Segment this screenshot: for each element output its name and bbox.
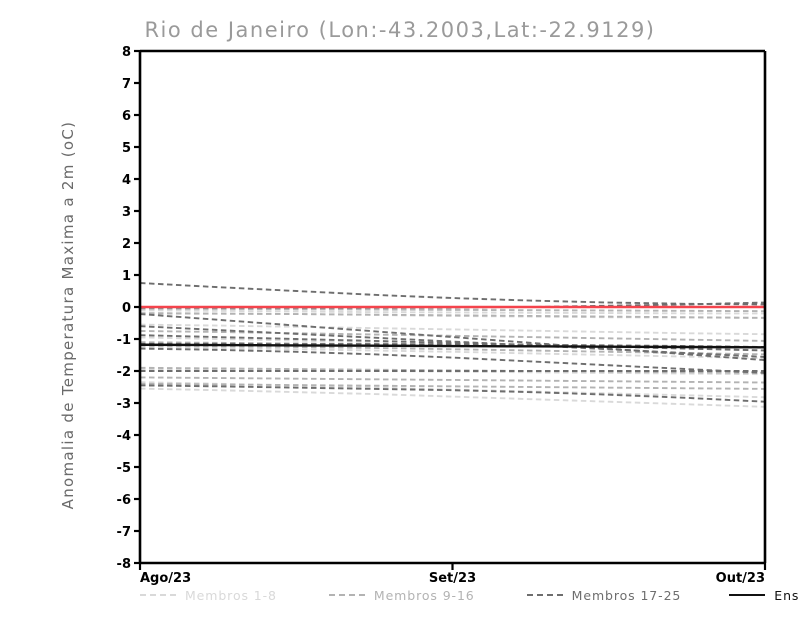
x-tick-label: Out/23: [716, 571, 765, 586]
legend-item: Ensemble Mean: [729, 588, 800, 603]
ensemble-mean-line: [139, 343, 766, 349]
y-tick-label: -1: [117, 333, 131, 348]
member-line: [139, 323, 766, 336]
member-line: [139, 366, 766, 374]
legend-item: Membros 1-8: [140, 588, 277, 603]
tick-label-layer: 8 7 6 5 4 3 2 1 0 -1 -2 -3 -4 -5 -6 -7 -8 Ago/23 Set/23 Out…: [117, 45, 765, 586]
y-tick-label: 4: [122, 173, 131, 188]
member-line: [140, 342, 766, 348]
series-layer: [139, 282, 766, 408]
x-tick-label: Set/23: [429, 571, 476, 586]
legend-swatch-icon: [729, 594, 766, 596]
member-line: [139, 384, 766, 403]
y-tick-label: -7: [117, 525, 131, 540]
member-line: [139, 309, 765, 315]
member-line: [139, 368, 766, 376]
member-line: [139, 346, 766, 360]
legend-item: Membros 9-16: [328, 587, 475, 603]
y-tick-label: 5: [122, 141, 131, 156]
y-tick-label: -2: [117, 365, 131, 380]
member-line: [139, 325, 766, 358]
ensemble-mean-path: [139, 343, 766, 349]
x-tick-label: Ago/23: [140, 571, 191, 586]
member-line: [139, 336, 766, 352]
axis-layer: [134, 49, 767, 570]
member-line: [139, 347, 766, 374]
legend-label: Membros 17-25: [571, 587, 682, 603]
member-line: [139, 382, 766, 390]
y-tick-label: -6: [117, 493, 131, 508]
y-tick-label: 8: [122, 45, 131, 60]
y-tick-label: -4: [117, 429, 131, 444]
member-line: [139, 334, 766, 352]
member-line: [139, 282, 766, 306]
legend-swatch-icon: [140, 594, 176, 596]
member-line: [139, 307, 766, 313]
y-tick-label: 1: [122, 269, 131, 284]
y-tick-label: 3: [122, 205, 131, 220]
member-line: [139, 376, 766, 384]
y-tick-label: 6: [122, 109, 131, 124]
legend-swatch-icon: [526, 594, 563, 596]
chart-legend: Membros 1-8 Membros 9-16 Membros 17-25 Ense…: [140, 586, 800, 604]
y-tick-label: -8: [117, 557, 131, 572]
y-tick-label: 0: [122, 301, 131, 316]
member-line: [139, 312, 766, 319]
member-line: [139, 387, 766, 408]
legend-item: Membros 17-25: [526, 587, 682, 603]
y-tick-label: -3: [117, 397, 131, 412]
y-tick-label: -5: [117, 461, 131, 476]
legend-label: Ensemble Mean: [774, 587, 800, 603]
chart-title: Rio de Janeiro (Lon:-43.2003,Lat:-22.912…: [144, 18, 656, 42]
member-line: [139, 313, 766, 362]
legend-label: Membros 1-8: [185, 587, 277, 603]
legend-label: Membros 9-16: [373, 587, 475, 603]
y-tick-label: 2: [122, 237, 131, 252]
legend-swatch-icon: [328, 594, 365, 596]
member-line: [139, 330, 766, 342]
y-tick-label: 7: [122, 77, 131, 92]
